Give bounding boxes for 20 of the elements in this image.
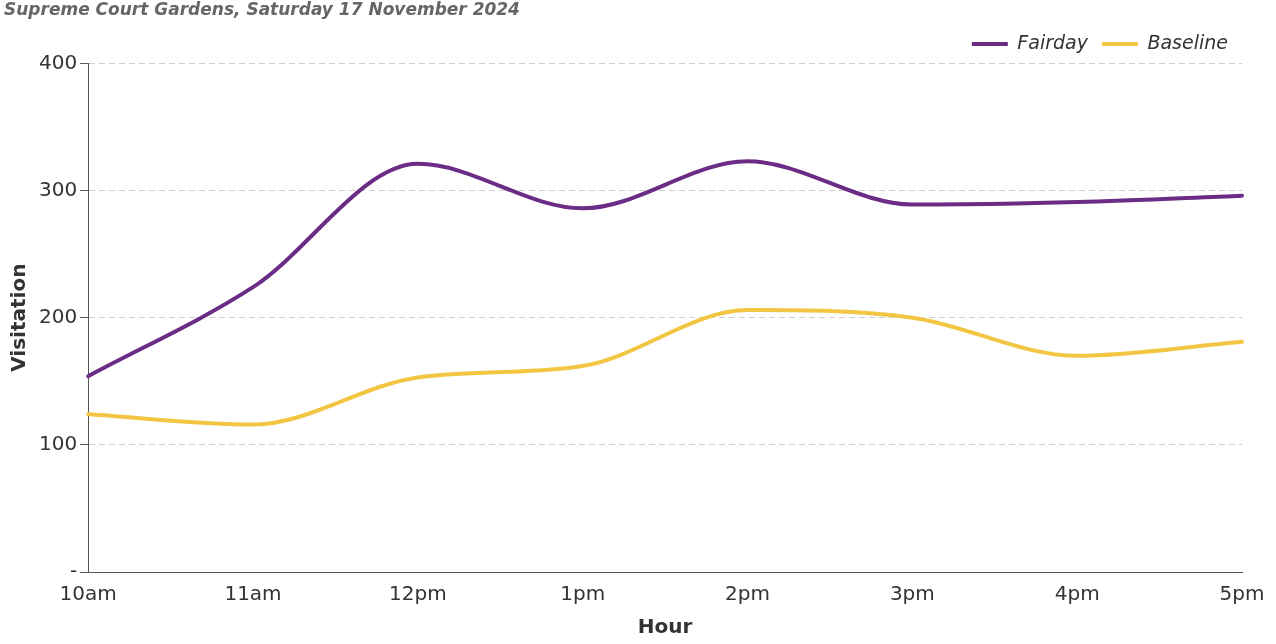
x-tick-label: 12pm (389, 581, 447, 606)
legend-label: Fairday (1017, 30, 1089, 53)
x-axis-title: Hour (637, 614, 693, 639)
x-tick-label: 10am (59, 581, 117, 606)
line-series (86, 159, 1244, 379)
y-tick-label: 100 (38, 431, 78, 456)
x-tick-label: 1pm (560, 581, 606, 606)
line-series (86, 308, 1244, 427)
chart-subtitle: Supreme Court Gardens, Saturday 17 November 2024 (4, 0, 520, 19)
legend-label: Baseline (1147, 30, 1229, 53)
y-tick-label: 400 (38, 49, 78, 74)
x-tick-label: 11am (224, 581, 282, 606)
y-axis-title: Visitation (6, 263, 31, 372)
y-tick-label: 200 (38, 303, 78, 328)
x-tick-label: 3pm (889, 581, 935, 606)
x-tick-label: 2pm (725, 581, 770, 606)
y-tick-label: - (69, 558, 78, 583)
x-tick-label: 5pm (1219, 581, 1265, 606)
x-tick-label: 4pm (1054, 581, 1100, 606)
y-tick-label: 300 (38, 176, 78, 201)
